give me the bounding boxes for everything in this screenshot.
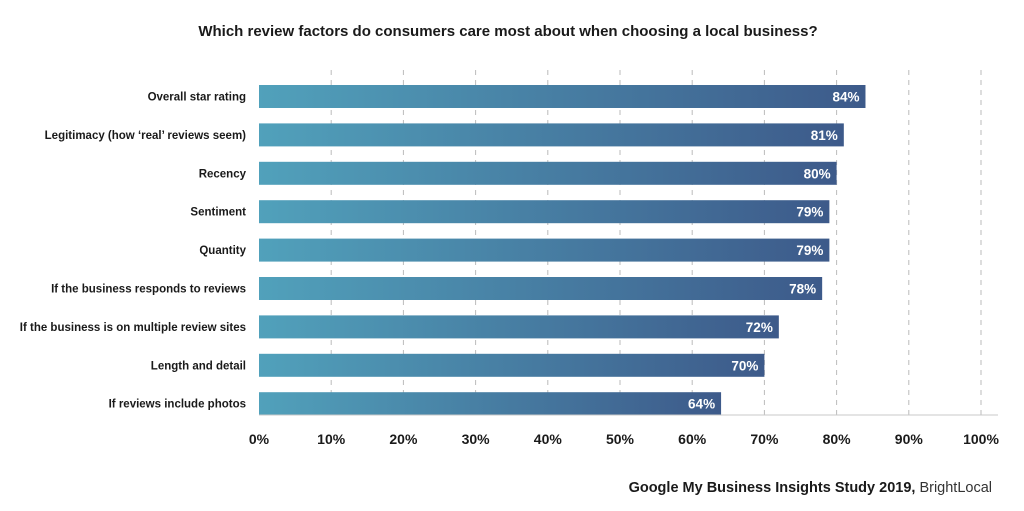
- value-label: 79%: [796, 243, 823, 258]
- source-credit: Google My Business Insights Study 2019, …: [629, 480, 992, 496]
- chart-title: Which review factors do consumers care m…: [198, 23, 817, 40]
- category-label: Recency: [199, 168, 247, 180]
- bar: [259, 277, 823, 300]
- value-label: 78%: [789, 282, 816, 297]
- bar: [259, 123, 844, 147]
- bar: [259, 161, 837, 185]
- value-label: 84%: [832, 90, 859, 105]
- value-label: 79%: [796, 205, 823, 220]
- x-tick-label: 30%: [462, 431, 491, 447]
- category-label: Legitimacy (how ‘real’ reviews seem): [45, 130, 247, 142]
- source-publisher: BrightLocal: [919, 480, 992, 496]
- x-tick-label: 70%: [750, 431, 779, 447]
- x-tick-label: 90%: [895, 431, 924, 447]
- x-tick-label: 10%: [317, 431, 346, 447]
- x-tick-label: 20%: [389, 431, 418, 447]
- x-tick-label: 0%: [249, 431, 270, 447]
- category-label: If reviews include photos: [109, 399, 246, 411]
- source-study: Google My Business Insights Study 2019,: [629, 480, 916, 496]
- value-label: 64%: [688, 397, 715, 412]
- value-label: 81%: [811, 128, 838, 143]
- x-tick-label: 40%: [534, 431, 563, 447]
- bar: [259, 200, 830, 224]
- bar: [259, 85, 866, 108]
- category-label: Quantity: [199, 245, 246, 257]
- bar: [259, 315, 779, 339]
- bar: [259, 353, 765, 377]
- value-label: 72%: [746, 320, 773, 335]
- value-label: 80%: [804, 166, 831, 181]
- x-tick-label: 100%: [963, 431, 999, 447]
- x-tick-label: 50%: [606, 431, 635, 447]
- bar: [259, 238, 830, 262]
- category-label: Length and detail: [151, 360, 246, 372]
- x-tick-label: 80%: [823, 431, 852, 447]
- category-label: If the business is on multiple review si…: [20, 322, 246, 334]
- value-label: 70%: [731, 358, 758, 373]
- x-tick-label: 60%: [678, 431, 707, 447]
- category-label: If the business responds to reviews: [51, 284, 246, 296]
- category-label: Overall star rating: [148, 92, 246, 104]
- category-label: Sentiment: [190, 207, 246, 219]
- bar: [259, 392, 722, 416]
